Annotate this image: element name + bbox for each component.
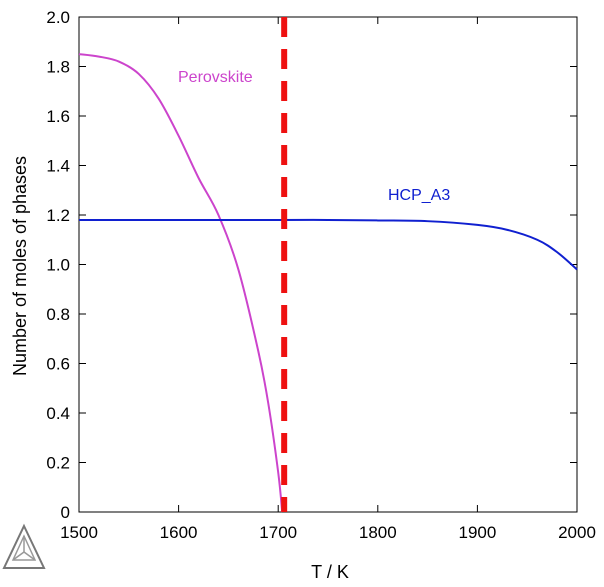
y-tick-label: 1.6 [46, 107, 70, 126]
x-tick-label: 1600 [160, 523, 198, 542]
y-tick-label: 1.2 [46, 206, 70, 225]
x-tick-label: 1700 [259, 523, 297, 542]
axes: 1500 1600 1700 1800 1900 2000 0 0.2 0.4 0.6 0.8 1.0… [46, 8, 596, 542]
y-tick-label: 0.6 [46, 355, 70, 374]
thermo-calc-triangle-logo [2, 523, 46, 569]
perovskite-line [78, 53, 284, 513]
x-axis-title: T / K [311, 562, 349, 582]
y-tick-label: 2.0 [46, 8, 70, 27]
y-tick-label: 0 [61, 503, 70, 522]
y-tick-label: 0.2 [46, 454, 70, 473]
y-tick-label: 1.0 [46, 256, 70, 275]
perovskite-series-label: Perovskite [178, 69, 253, 86]
hcp-a3-series-label: HCP_A3 [388, 187, 450, 204]
y-tick-label: 0.8 [46, 305, 70, 324]
y-axis-title: Number of moles of phases [10, 156, 30, 376]
y-tick-label: 1.4 [46, 157, 70, 176]
x-tick-label: 1500 [60, 523, 98, 542]
y-tick-label: 0.4 [46, 404, 70, 423]
x-tick-label: 1800 [359, 523, 397, 542]
hcp-a3-line [79, 218, 578, 271]
x-tick-label: 1900 [458, 523, 496, 542]
series-layer [78, 53, 578, 513]
x-tick-label: 2000 [558, 523, 596, 542]
text-layer: T / K Number of moles of phases Perovski… [10, 69, 450, 582]
y-tick-label: 1.8 [46, 58, 70, 77]
